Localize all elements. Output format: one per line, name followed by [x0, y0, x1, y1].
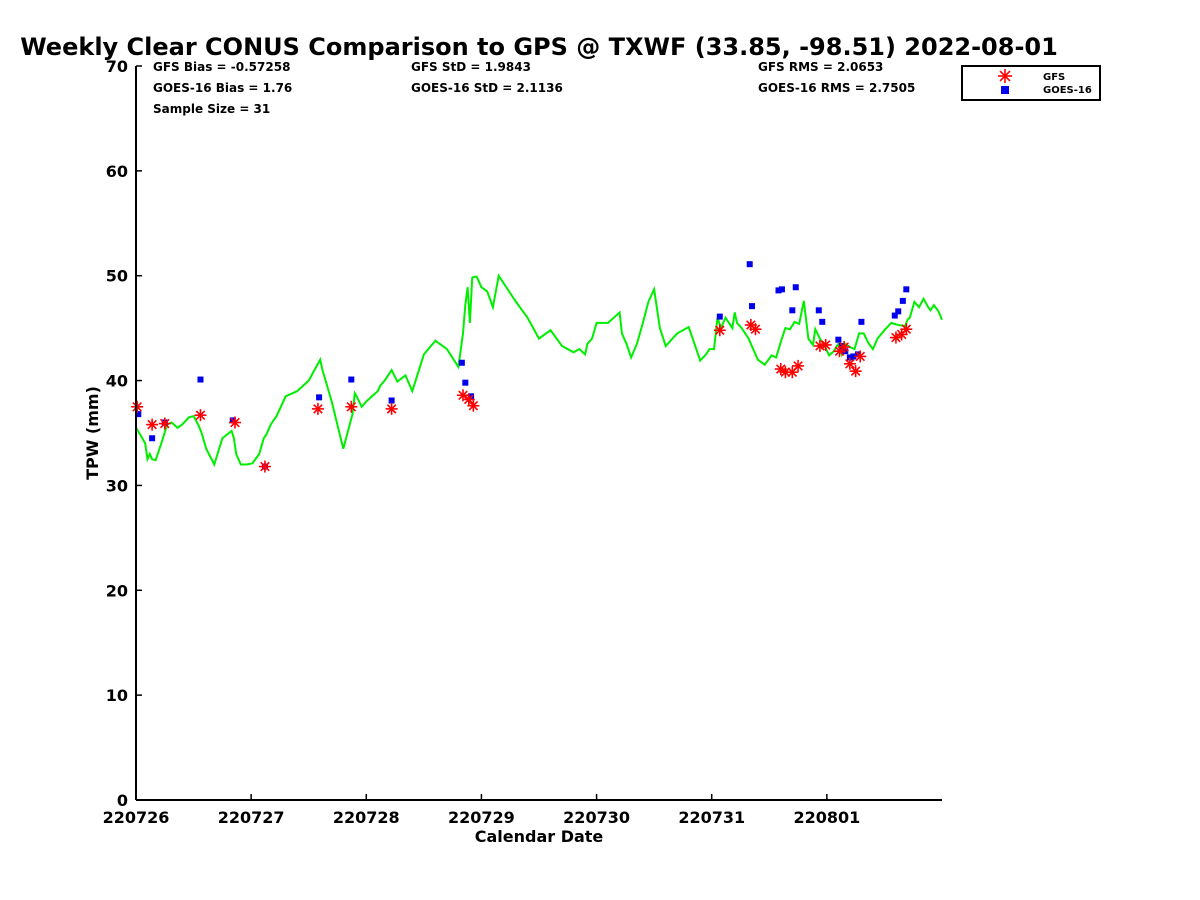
goes-point	[388, 397, 395, 404]
y-tick-label: 60	[106, 162, 128, 181]
x-ticks: 220726 220727 220728 220729 220730 220731 2208…	[103, 794, 860, 827]
goes-point	[746, 261, 753, 268]
y-tick-label: 20	[106, 581, 128, 600]
gps-series-line	[135, 273, 943, 468]
legend-gfs-marker	[998, 69, 1012, 83]
goes-point	[846, 354, 853, 361]
goes-point	[903, 286, 910, 293]
x-tick-label: 220726	[103, 808, 170, 827]
x-tick-label: 220728	[333, 808, 400, 827]
y-tick-label: 70	[106, 57, 128, 76]
gfs-point	[843, 357, 856, 370]
gfs-point	[311, 402, 324, 415]
legend: GFS GOES-16	[961, 65, 1101, 101]
legend-goes-label: GOES-16	[1043, 85, 1092, 96]
gfs-std-stat: GFS StD = 1.9843	[411, 60, 531, 74]
gfs-point	[146, 418, 159, 431]
goes-point	[749, 303, 756, 310]
gfs-point	[229, 416, 242, 429]
y-tick-label: 0	[117, 791, 128, 810]
goes-point	[819, 318, 826, 325]
y-axis-label: TPW (mm)	[83, 386, 102, 480]
legend-gfs-star	[998, 69, 1012, 83]
goes-point	[858, 318, 865, 325]
legend-gfs-label: GFS	[1043, 72, 1065, 83]
gfs-point	[749, 323, 762, 336]
y-tick-label: 30	[106, 476, 128, 495]
gfs-markers	[131, 318, 913, 473]
gfs-point	[779, 366, 792, 379]
gfs-point	[889, 331, 902, 344]
x-axis-label: Calendar Date	[475, 827, 604, 846]
y-ticks: 0 10 20 30 40 50 60 70	[106, 57, 142, 810]
goes-point	[899, 297, 906, 304]
chart-title: Weekly Clear CONUS Comparison to GPS @ T…	[20, 33, 1058, 61]
gfs-point	[194, 409, 207, 422]
legend-goes-marker	[1001, 86, 1009, 94]
y-tick-label: 10	[106, 686, 128, 705]
gfs-point	[713, 324, 726, 337]
goes-point	[149, 435, 156, 442]
gfs-point	[158, 417, 171, 430]
gfs-point	[462, 393, 475, 406]
y-tick-label: 50	[106, 267, 128, 286]
goes-point	[197, 376, 204, 383]
gfs-point	[838, 341, 851, 354]
goes-point	[838, 342, 845, 349]
goes-point	[716, 313, 723, 320]
x-tick-label: 220801	[793, 808, 860, 827]
goes-point	[792, 284, 799, 291]
gfs-point	[467, 399, 480, 412]
goes-point	[348, 376, 355, 383]
x-tick-label: 220730	[563, 808, 630, 827]
gfs-point	[792, 359, 805, 372]
goes-point	[775, 287, 782, 294]
goes-point	[815, 307, 822, 314]
goes-point	[891, 312, 898, 319]
goes-bias-stat: GOES-16 Bias = 1.76	[153, 81, 292, 95]
gfs-rms-stat: GFS RMS = 2.0653	[758, 60, 883, 74]
y-tick-label: 40	[106, 372, 128, 391]
legend-box	[961, 65, 1101, 101]
goes-rms-stat: GOES-16 RMS = 2.7505	[758, 81, 915, 95]
gfs-point	[854, 350, 867, 363]
goes-point	[458, 359, 465, 366]
goes-point	[850, 353, 857, 360]
gfs-point	[345, 400, 358, 413]
goes-point	[316, 394, 323, 401]
goes-point	[462, 379, 469, 386]
goes-point	[895, 308, 902, 315]
goes-point	[835, 336, 842, 343]
gfs-bias-stat: GFS Bias = -0.57258	[153, 60, 290, 74]
gfs-point	[385, 402, 398, 415]
goes-point	[135, 411, 142, 418]
x-tick-label: 220731	[678, 808, 745, 827]
goes-std-stat: GOES-16 StD = 2.1136	[411, 81, 563, 95]
gfs-point	[258, 460, 271, 473]
goes-point	[778, 286, 785, 293]
gfs-point	[900, 323, 913, 336]
goes-markers	[135, 261, 910, 470]
plot-area	[131, 261, 943, 473]
x-tick-label: 220727	[218, 808, 285, 827]
gfs-point	[131, 400, 144, 413]
sample-size-stat: Sample Size = 31	[153, 102, 270, 116]
gfs-point	[849, 365, 862, 378]
goes-point	[789, 307, 796, 314]
x-tick-label: 220729	[448, 808, 515, 827]
gfs-point	[819, 338, 832, 351]
